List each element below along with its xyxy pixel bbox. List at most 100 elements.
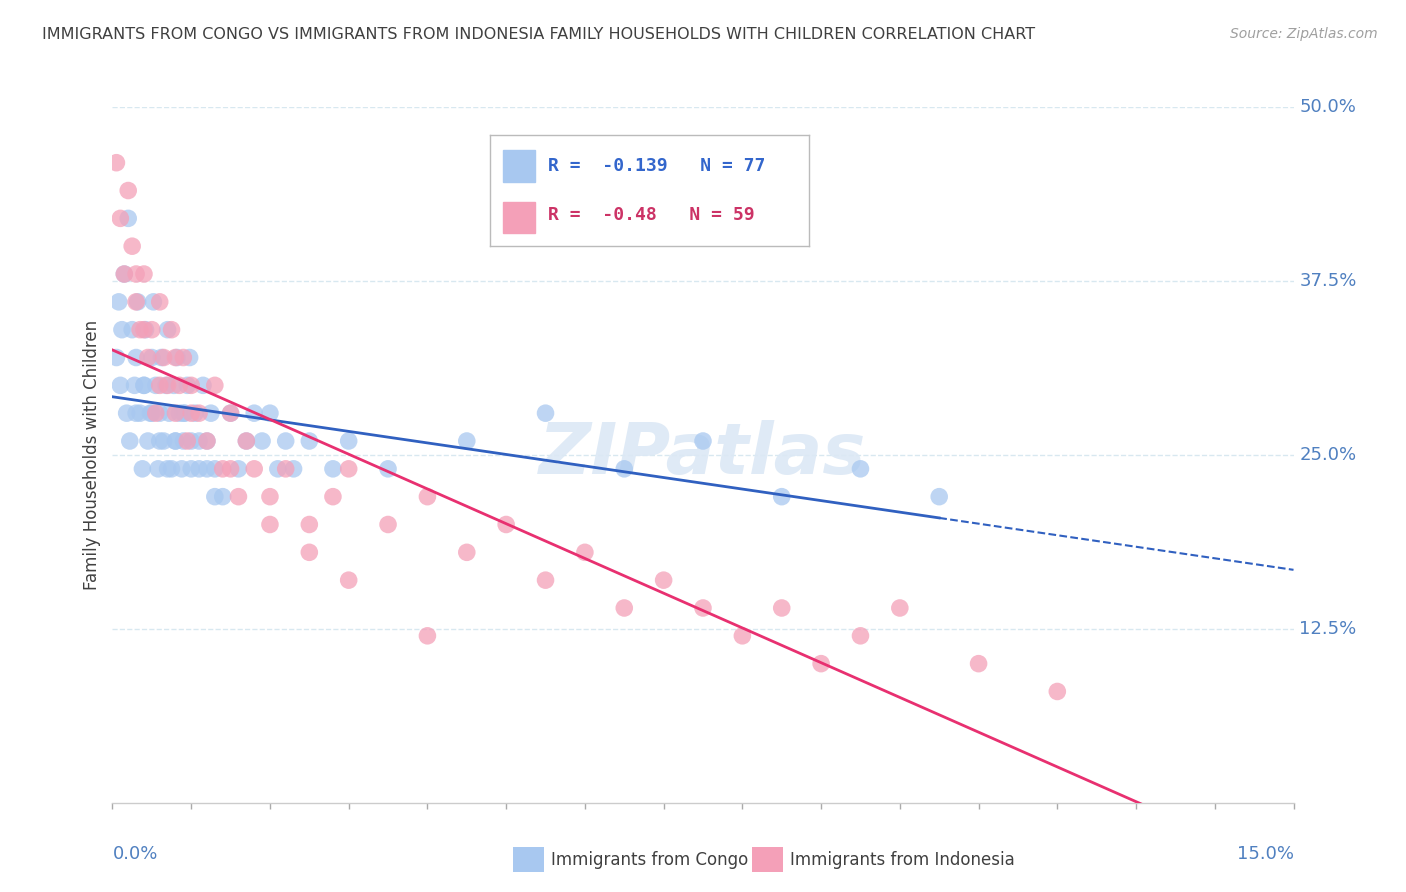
Point: [416, 629, 439, 643]
Point: [377, 517, 399, 532]
Point: [219, 406, 242, 420]
Point: [211, 490, 233, 504]
Point: [165, 434, 187, 448]
Point: [176, 378, 198, 392]
Text: Immigrants from Indonesia: Immigrants from Indonesia: [790, 851, 1015, 869]
Point: [169, 406, 191, 420]
Point: [243, 462, 266, 476]
Text: ZIPatlas: ZIPatlas: [540, 420, 866, 490]
Point: [274, 462, 297, 476]
Point: [204, 462, 226, 476]
Y-axis label: Family Households with Children: Family Households with Children: [83, 320, 101, 590]
Point: [132, 323, 155, 337]
Point: [149, 378, 172, 392]
Point: [156, 323, 179, 337]
Point: [243, 406, 266, 420]
Point: [534, 573, 557, 587]
Point: [112, 267, 135, 281]
Point: [298, 545, 321, 559]
Bar: [503, 151, 536, 182]
Point: [337, 462, 360, 476]
Point: [149, 434, 172, 448]
Point: [259, 406, 281, 420]
Point: [1046, 684, 1069, 698]
Point: [129, 406, 152, 420]
Point: [200, 406, 222, 420]
Point: [179, 351, 201, 365]
Text: Source: ZipAtlas.com: Source: ZipAtlas.com: [1230, 27, 1378, 41]
Point: [298, 434, 321, 448]
Point: [188, 406, 211, 420]
Text: R =  -0.139   N = 77: R = -0.139 N = 77: [548, 157, 765, 175]
Text: 37.5%: 37.5%: [1299, 272, 1357, 290]
Point: [141, 323, 163, 337]
Point: [322, 490, 344, 504]
Point: [121, 323, 143, 337]
Point: [613, 601, 636, 615]
Point: [115, 406, 138, 420]
Point: [163, 378, 186, 392]
Point: [204, 490, 226, 504]
Point: [152, 351, 174, 365]
Point: [111, 323, 134, 337]
Point: [165, 434, 187, 448]
Point: [132, 267, 155, 281]
Point: [574, 545, 596, 559]
Point: [157, 406, 180, 420]
Point: [456, 545, 478, 559]
Point: [117, 211, 139, 226]
Point: [456, 434, 478, 448]
Point: [135, 323, 157, 337]
Point: [274, 434, 297, 448]
Point: [141, 351, 163, 365]
Point: [169, 378, 191, 392]
Point: [172, 434, 194, 448]
Point: [165, 351, 187, 365]
Point: [172, 351, 194, 365]
Point: [165, 406, 187, 420]
Point: [191, 378, 214, 392]
Point: [132, 378, 155, 392]
Point: [495, 517, 517, 532]
Point: [142, 294, 165, 309]
Point: [149, 294, 172, 309]
Point: [172, 406, 194, 420]
Point: [967, 657, 990, 671]
Text: 15.0%: 15.0%: [1236, 845, 1294, 863]
Text: Immigrants from Congo: Immigrants from Congo: [551, 851, 748, 869]
Point: [692, 434, 714, 448]
Point: [416, 490, 439, 504]
Point: [156, 462, 179, 476]
Point: [136, 351, 159, 365]
Point: [146, 462, 169, 476]
Text: 0.0%: 0.0%: [112, 845, 157, 863]
Point: [283, 462, 305, 476]
Point: [810, 657, 832, 671]
Point: [127, 294, 149, 309]
Text: 25.0%: 25.0%: [1299, 446, 1357, 464]
Point: [613, 462, 636, 476]
Point: [105, 155, 128, 169]
Point: [770, 490, 793, 504]
Point: [692, 601, 714, 615]
Point: [849, 629, 872, 643]
Point: [125, 406, 148, 420]
Point: [188, 462, 211, 476]
Point: [235, 434, 257, 448]
Point: [928, 490, 950, 504]
Point: [124, 378, 146, 392]
Point: [259, 490, 281, 504]
Point: [204, 378, 226, 392]
Point: [195, 434, 218, 448]
Point: [534, 406, 557, 420]
Point: [188, 434, 211, 448]
Point: [105, 351, 128, 365]
Point: [337, 573, 360, 587]
Point: [228, 462, 250, 476]
Point: [132, 378, 155, 392]
Point: [180, 378, 202, 392]
Point: [180, 406, 202, 420]
Point: [849, 462, 872, 476]
Point: [117, 184, 139, 198]
Point: [267, 462, 290, 476]
